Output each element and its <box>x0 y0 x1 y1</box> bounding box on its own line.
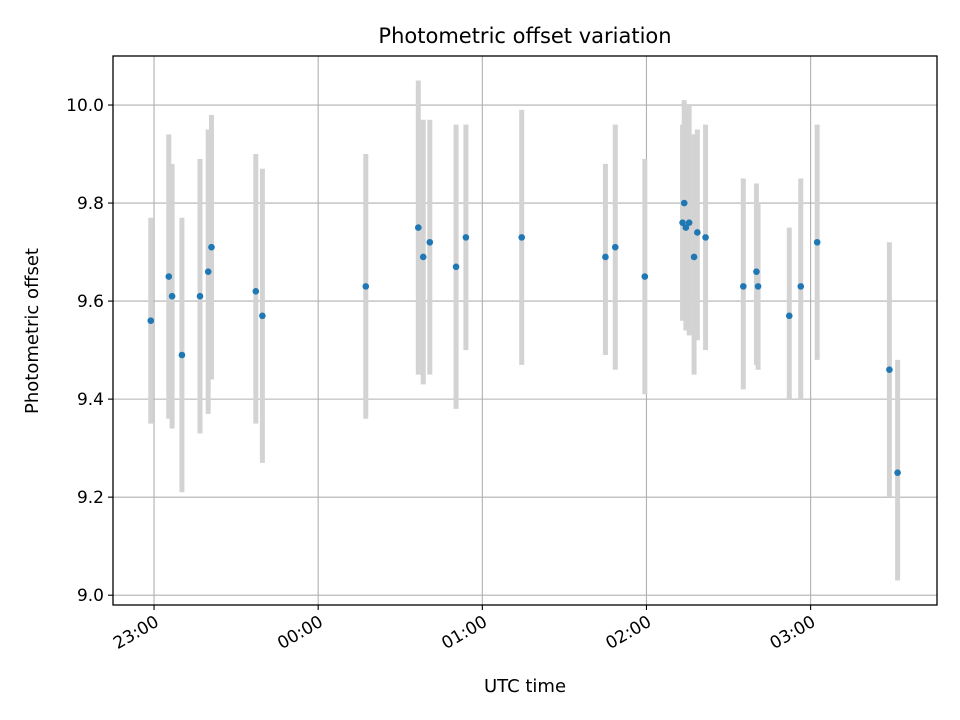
y-tick-label: 9.2 <box>77 488 104 508</box>
data-point <box>415 224 422 231</box>
data-point <box>165 273 173 280</box>
data-point <box>452 263 460 271</box>
y-axis-label: Photometric offset <box>22 248 43 414</box>
data-point <box>680 199 688 207</box>
plot-frame <box>112 55 938 606</box>
data-point <box>694 229 701 236</box>
y-tick-label: 9.8 <box>77 194 104 214</box>
data-point <box>462 234 470 241</box>
data-point <box>685 219 693 226</box>
data-point <box>740 283 747 290</box>
data-point <box>419 253 427 261</box>
data-point <box>813 238 821 246</box>
data-point <box>894 469 901 476</box>
data-point <box>753 268 760 275</box>
y-tick-label: 9.6 <box>77 292 104 312</box>
data-point <box>168 292 176 300</box>
data-point <box>208 243 215 251</box>
data-point <box>178 351 186 359</box>
data-point <box>602 253 609 261</box>
data-point <box>147 317 155 324</box>
data-point <box>797 283 805 290</box>
y-tick-label: 10.0 <box>66 96 104 116</box>
data-point <box>259 312 266 320</box>
y-tick-label: 9.0 <box>77 586 104 606</box>
data-point <box>682 224 690 231</box>
y-tick-label: 9.4 <box>77 390 104 410</box>
data-point <box>518 234 526 241</box>
data-point <box>785 312 793 320</box>
data-point <box>204 268 212 275</box>
data-point <box>611 243 619 251</box>
data-point <box>252 287 260 295</box>
data-point <box>426 238 434 246</box>
data-point <box>754 283 762 290</box>
data-point <box>362 283 370 290</box>
data-point <box>196 292 204 300</box>
data-point <box>886 366 893 374</box>
data-point <box>641 273 649 280</box>
data-point <box>702 234 709 241</box>
data-point <box>679 219 686 226</box>
x-axis-label: UTC time <box>484 676 566 697</box>
chart-title: Photometric offset variation <box>378 24 671 48</box>
data-point <box>690 253 698 261</box>
data-points <box>147 199 901 476</box>
